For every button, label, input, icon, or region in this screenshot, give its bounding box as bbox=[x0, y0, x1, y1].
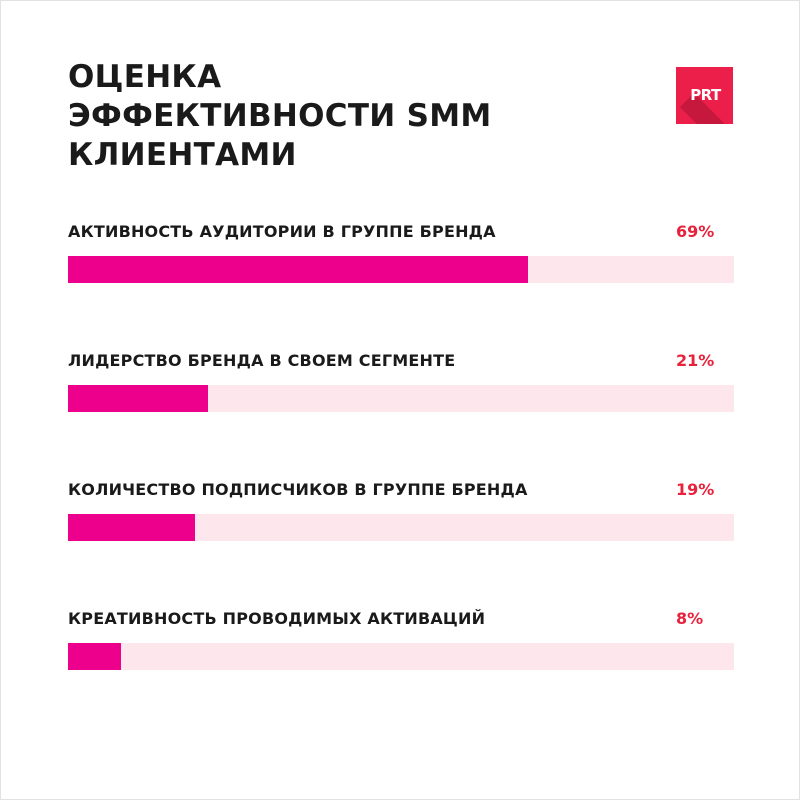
title-line-1: ОЦЕНКА bbox=[68, 59, 222, 95]
bar-label: КОЛИЧЕСТВО ПОДПИСЧИКОВ В ГРУППЕ БРЕНДА bbox=[68, 480, 528, 499]
bar-value-label: 19% bbox=[676, 480, 715, 499]
bar-label: КРЕАТИВНОСТЬ ПРОВОДИМЫХ АКТИВАЦИЙ bbox=[68, 609, 486, 628]
bar-track bbox=[68, 514, 734, 541]
bar-track bbox=[68, 256, 734, 283]
title-line-2: ЭФФЕКТИВНОСТИ SMM bbox=[68, 98, 492, 134]
bar-value-label: 21% bbox=[676, 351, 715, 370]
bar-value-label: 69% bbox=[676, 222, 715, 241]
title-line-3: КЛИЕНТАМИ bbox=[68, 137, 297, 173]
bar bbox=[68, 256, 528, 283]
bar bbox=[68, 385, 208, 412]
bar-value-label: 8% bbox=[676, 609, 704, 628]
bar-track bbox=[68, 643, 734, 670]
page-title: ОЦЕНКА ЭФФЕКТИВНОСТИ SMM КЛИЕНТАМИ bbox=[68, 58, 588, 175]
bar-track bbox=[68, 385, 734, 412]
bar bbox=[68, 643, 121, 670]
bar-label: ЛИДЕРСТВО БРЕНДА В СВОЕМ СЕГМЕНТЕ bbox=[68, 351, 456, 370]
logo-text: PRT bbox=[690, 86, 721, 104]
bar-label: АКТИВНОСТЬ АУДИТОРИИ В ГРУППЕ БРЕНДА bbox=[68, 222, 496, 241]
prt-logo: PRT bbox=[676, 67, 733, 124]
bar bbox=[68, 514, 195, 541]
